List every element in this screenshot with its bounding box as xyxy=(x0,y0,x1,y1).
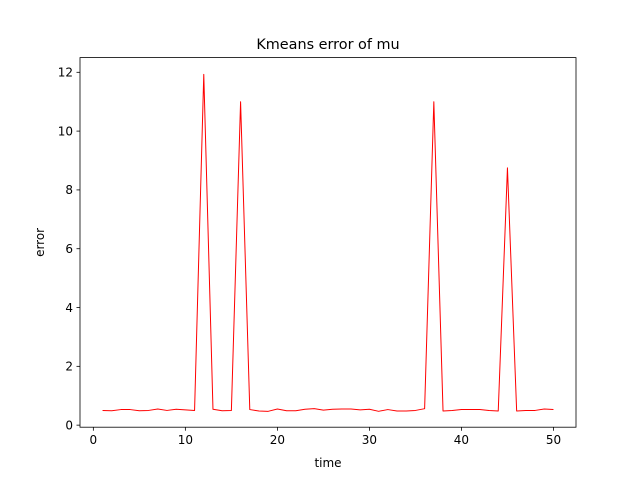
y-tick-label: 6 xyxy=(65,242,73,256)
y-tick-label: 4 xyxy=(65,301,73,315)
y-tick-label: 12 xyxy=(58,66,73,80)
x-tick-label: 50 xyxy=(546,433,561,447)
x-tick-label: 10 xyxy=(178,433,193,447)
y-axis-label: error xyxy=(33,228,47,257)
y-tick-label: 2 xyxy=(65,360,73,374)
x-tick-label: 0 xyxy=(90,433,98,447)
plot-layer xyxy=(102,73,554,412)
x-tick-label: 20 xyxy=(270,433,285,447)
series-line-0 xyxy=(102,73,554,412)
y-tick-label: 0 xyxy=(65,418,73,432)
y-tick-label: 8 xyxy=(65,183,73,197)
x-tick-label: 40 xyxy=(454,433,469,447)
x-axis-label: time xyxy=(314,456,341,470)
chart-title: Kmeans error of mu xyxy=(256,37,399,53)
x-axis-ticks: 0 10 20 30 40 50 xyxy=(90,427,561,447)
x-tick-label: 30 xyxy=(362,433,377,447)
plot-frame xyxy=(79,57,577,428)
y-axis-ticks: 0 2 4 6 8 10 12 xyxy=(58,66,80,432)
y-tick-label: 10 xyxy=(58,124,73,138)
